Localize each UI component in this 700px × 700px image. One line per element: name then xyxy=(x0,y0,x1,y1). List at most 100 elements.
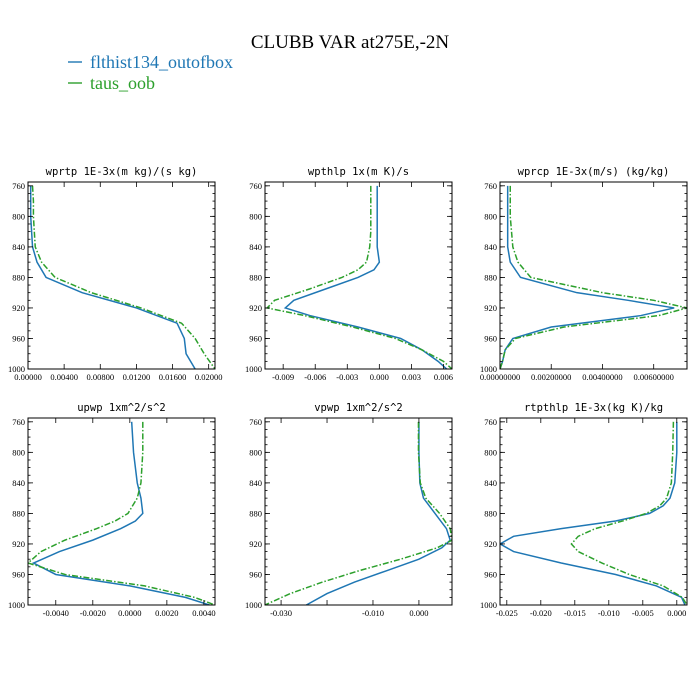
y-tick-label: 920 xyxy=(484,539,497,549)
x-tick-label: -0.030 xyxy=(270,608,292,618)
x-tick-label: 0.00800 xyxy=(86,372,114,382)
y-tick-label: 960 xyxy=(484,333,497,343)
x-tick-label: 0.01600 xyxy=(159,372,187,382)
y-tick-label: 760 xyxy=(484,417,497,427)
x-tick-label: 0.0020 xyxy=(155,608,178,618)
y-tick-label: 1000 xyxy=(245,364,262,374)
y-tick-label: 960 xyxy=(12,569,25,579)
y-tick-label: 920 xyxy=(12,303,25,313)
x-tick-label: -0.003 xyxy=(336,372,358,382)
panel-title: rtpthlp 1E-3x(kg K)/kg xyxy=(524,402,663,414)
y-tick-label: 920 xyxy=(249,303,262,313)
series-line-taus-oob xyxy=(265,185,452,369)
y-tick-label: 800 xyxy=(484,447,497,457)
y-tick-label: 840 xyxy=(484,478,497,488)
series-line-taus-oob xyxy=(570,421,687,605)
x-tick-label: -0.020 xyxy=(530,608,552,618)
y-tick-label: 760 xyxy=(484,181,497,191)
panel-4: upwp 1xm^2/s^2 760 800 840 880 920 960 1000 -0.0… xyxy=(8,402,216,618)
y-tick-label: 800 xyxy=(484,211,497,221)
y-tick-label: 760 xyxy=(249,181,262,191)
y-tick-label: 800 xyxy=(249,447,262,457)
x-tick-label: -0.005 xyxy=(632,608,654,618)
y-tick-label: 840 xyxy=(249,242,262,252)
panel-1: wprtp 1E-3x(m kg)/(s kg) 760 800 840 880 920 9… xyxy=(8,166,222,382)
y-tick-label: 840 xyxy=(12,478,25,488)
y-tick-label: 800 xyxy=(12,211,25,221)
x-tick-label: 0.00000000 xyxy=(480,372,520,382)
x-tick-label: -0.009 xyxy=(272,372,294,382)
y-tick-label: 920 xyxy=(484,303,497,313)
series-line-taus-oob xyxy=(265,421,452,605)
series-line-taus-oob xyxy=(28,421,215,605)
x-tick-label: 0.000 xyxy=(409,608,428,618)
y-tick-label: 840 xyxy=(249,478,262,488)
series-line-flthist134 xyxy=(29,185,196,369)
y-tick-label: 840 xyxy=(12,242,25,252)
y-tick-label: 880 xyxy=(12,272,25,282)
panel-5: vpwp 1xm^2/s^2 760 800 840 880 920 960 1000 -0.0… xyxy=(245,402,453,618)
y-tick-label: 1000 xyxy=(8,364,25,374)
x-tick-label: 0.00000 xyxy=(14,372,42,382)
y-tick-label: 920 xyxy=(249,539,262,549)
x-tick-label: -0.025 xyxy=(496,608,518,618)
x-tick-label: 0.01200 xyxy=(123,372,151,382)
x-tick-label: -0.006 xyxy=(304,372,326,382)
plot-frame xyxy=(499,181,688,370)
panel-2: wpthlp 1x(m K)/s 760 800 840 880 920 960 1000 -0… xyxy=(245,166,453,382)
y-tick-label: 760 xyxy=(12,417,25,427)
y-tick-label: 760 xyxy=(12,181,25,191)
plot-frame xyxy=(27,181,216,370)
y-tick-label: 1000 xyxy=(8,600,25,610)
x-tick-label: -0.010 xyxy=(598,608,620,618)
x-tick-label: 0.000 xyxy=(667,608,686,618)
y-tick-label: 880 xyxy=(12,508,25,518)
panel-title: upwp 1xm^2/s^2 xyxy=(77,402,166,414)
x-tick-label: 0.00600000 xyxy=(634,372,674,382)
panel-title: wprtp 1E-3x(m kg)/(s kg) xyxy=(46,166,198,178)
panel-title: wprcp 1E-3x(m/s) (kg/kg) xyxy=(518,166,670,178)
figure-title: CLUBB VAR at275E,-2N xyxy=(251,32,450,53)
x-tick-label: 0.00400 xyxy=(50,372,78,382)
series-line-flthist134 xyxy=(500,185,675,369)
y-tick-label: 760 xyxy=(249,417,262,427)
series-line-flthist134 xyxy=(283,185,448,369)
y-tick-label: 1000 xyxy=(480,364,497,374)
y-tick-label: 960 xyxy=(249,569,262,579)
series-line-taus-oob xyxy=(500,185,687,369)
x-tick-label: 0.00200000 xyxy=(531,372,571,382)
x-tick-label: -0.0040 xyxy=(43,608,69,618)
legend-label-flthist134: flthist134_outofbox xyxy=(90,52,233,72)
y-tick-label: 880 xyxy=(249,272,262,282)
x-tick-label: 0.003 xyxy=(402,372,421,382)
panel-title: vpwp 1xm^2/s^2 xyxy=(314,402,403,414)
y-tick-label: 880 xyxy=(484,508,497,518)
series-line-flthist134 xyxy=(31,421,210,605)
legend-label-taus-oob: taus_oob xyxy=(90,73,155,93)
x-tick-label: 0.006 xyxy=(434,372,453,382)
x-tick-label: -0.0020 xyxy=(80,608,106,618)
y-tick-label: 800 xyxy=(249,211,262,221)
x-tick-label: -0.015 xyxy=(564,608,586,618)
series-line-taus-oob xyxy=(31,185,215,369)
y-tick-label: 960 xyxy=(12,333,25,343)
y-tick-label: 920 xyxy=(12,539,25,549)
y-tick-label: 1000 xyxy=(480,600,497,610)
y-tick-label: 840 xyxy=(484,242,497,252)
y-tick-label: 880 xyxy=(249,508,262,518)
x-tick-label: 0.000 xyxy=(370,372,389,382)
x-tick-label: 0.0000 xyxy=(118,608,141,618)
y-tick-label: 960 xyxy=(484,569,497,579)
plot-frame xyxy=(27,417,216,606)
panel-6: rtpthlp 1E-3x(kg K)/kg 760 800 840 880 920 960… xyxy=(480,402,688,618)
y-tick-label: 1000 xyxy=(245,600,262,610)
x-tick-label: 0.0040 xyxy=(192,608,215,618)
y-tick-label: 800 xyxy=(12,447,25,457)
panel-title: wpthlp 1x(m K)/s xyxy=(308,166,409,178)
plot-frame xyxy=(264,417,453,606)
plot-frame xyxy=(499,417,688,606)
x-tick-label: 0.02000 xyxy=(195,372,223,382)
x-tick-label: 0.00400000 xyxy=(582,372,622,382)
plot-frame xyxy=(264,181,453,370)
